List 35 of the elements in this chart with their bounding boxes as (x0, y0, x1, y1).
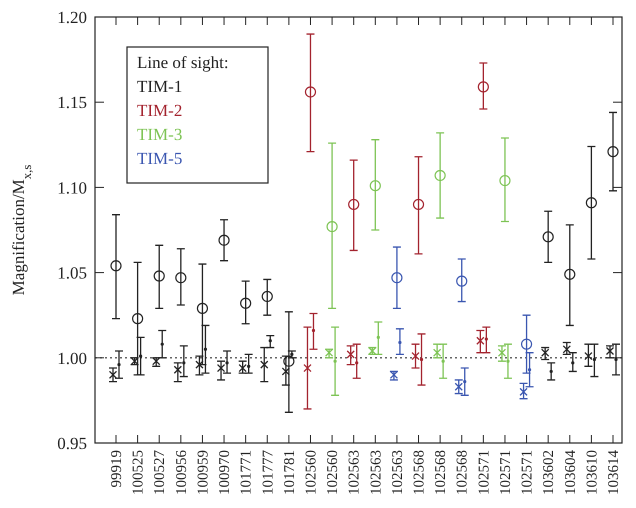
x-tick-label: 102563 (346, 450, 363, 495)
x-tick-label: 102568 (433, 450, 450, 495)
x-tick-label: 103610 (584, 450, 600, 495)
x-tick-label: 103614 (606, 450, 622, 495)
x-tick-label: 100970 (217, 450, 234, 495)
x-tick-label: 100527 (152, 450, 168, 495)
x-tick-label: 102560 (325, 450, 342, 495)
text: TIM-5 (137, 149, 182, 168)
x-tick-label: 102568 (412, 450, 428, 495)
x-tick-label: 101781 (282, 450, 298, 495)
text: TIM-2 (137, 101, 182, 120)
x-tick-label: 102571 (520, 450, 536, 495)
y-tick-label: 1.20 (57, 8, 87, 27)
x-tick-label: 100959 (195, 450, 212, 495)
x-tick-label: 103602 (541, 450, 558, 495)
x-tick-label: 99919 (109, 450, 125, 488)
x-tick-label: 102563 (390, 450, 406, 495)
x-tick-label: 103604 (562, 450, 579, 495)
x-tick-label: 100956 (174, 450, 190, 495)
y-tick-label: 1.05 (57, 264, 87, 283)
y-tick-label: 0.95 (57, 434, 87, 453)
x-tick-label: 102568 (454, 450, 471, 495)
y-tick-label: 1.00 (57, 348, 87, 368)
text: TIM-3 (137, 125, 182, 144)
x-tick-label: 102560 (303, 450, 320, 495)
y-tick-label: 1.10 (57, 178, 87, 198)
legend-title: Line of sight: (137, 53, 229, 72)
x-tick-label: 102563 (368, 450, 384, 495)
x-tick-label: 101771 (238, 450, 255, 495)
text: TIM-1 (137, 77, 182, 96)
x-tick-label: 102571 (476, 450, 492, 495)
x-tick-label: 100525 (130, 450, 147, 495)
x-tick-label: 101777 (260, 450, 276, 495)
x-tick-label: 102571 (498, 450, 514, 495)
y-tick-label: 1.15 (57, 93, 87, 112)
